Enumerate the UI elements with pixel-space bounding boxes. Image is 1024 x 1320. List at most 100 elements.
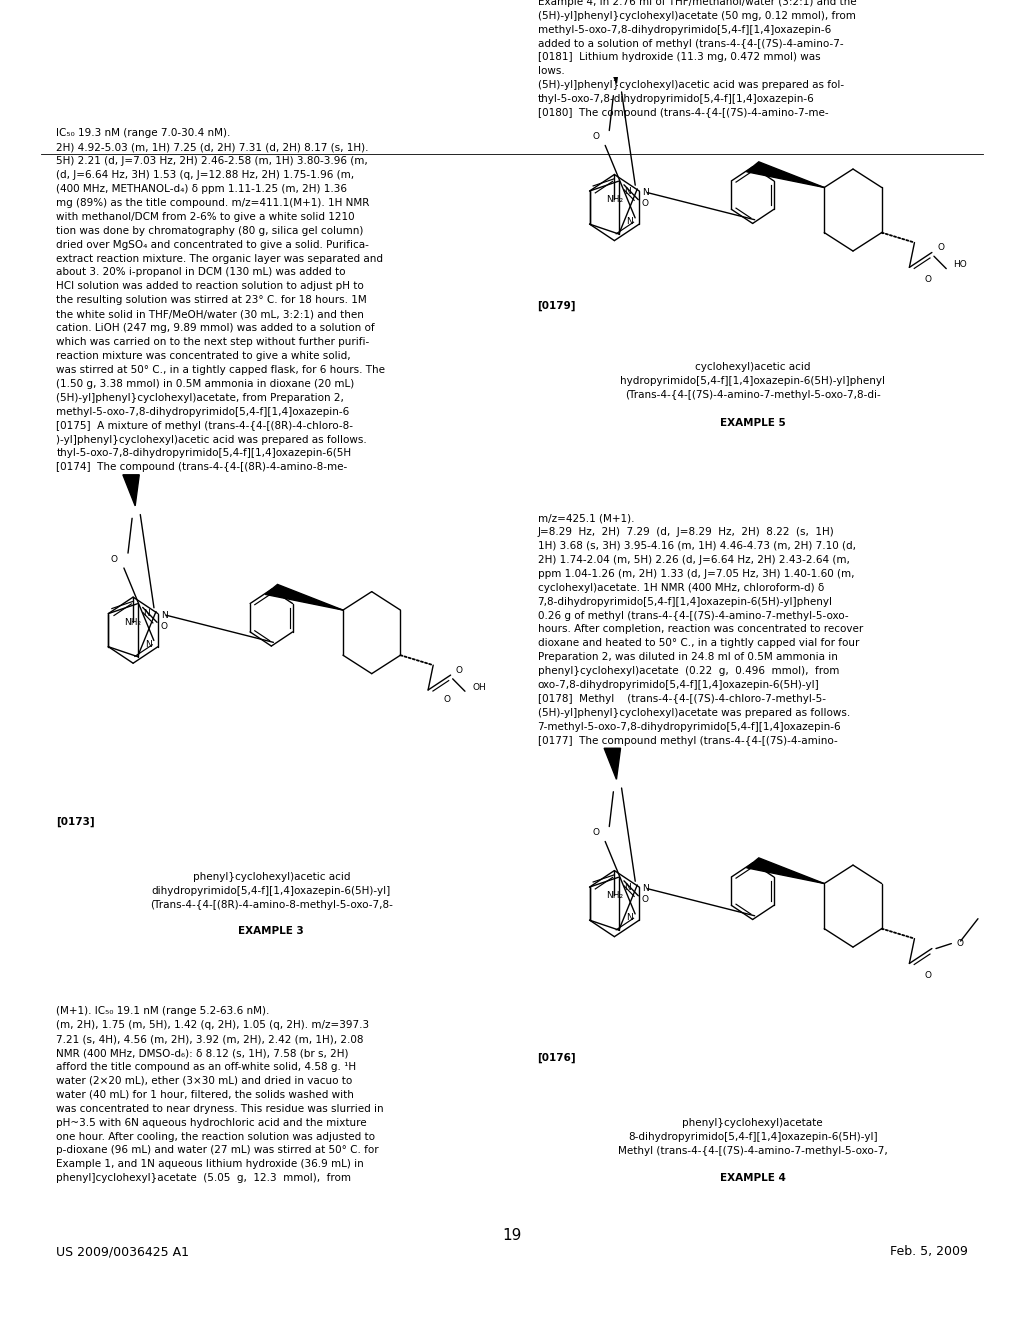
Text: cation. LiOH (247 mg, 9.89 mmol) was added to a solution of: cation. LiOH (247 mg, 9.89 mmol) was add…: [56, 323, 375, 333]
Text: [0173]: [0173]: [56, 817, 95, 826]
Text: N: N: [627, 913, 633, 923]
Text: cyclohexyl)acetic acid: cyclohexyl)acetic acid: [695, 363, 810, 372]
Text: m/z=425.1 (M+1).: m/z=425.1 (M+1).: [538, 513, 634, 523]
Text: added to a solution of methyl (trans-4-{4-[(7S)-4-amino-7-: added to a solution of methyl (trans-4-{…: [538, 38, 843, 49]
Text: (5H)-yl]phenyl}cyclohexyl)acetate, from Preparation 2,: (5H)-yl]phenyl}cyclohexyl)acetate, from …: [56, 393, 344, 403]
Text: 1H) 3.68 (s, 3H) 3.95-4.16 (m, 1H) 4.46-4.73 (m, 2H) 7.10 (d,: 1H) 3.68 (s, 3H) 3.95-4.16 (m, 1H) 4.46-…: [538, 541, 856, 550]
Polygon shape: [746, 858, 824, 883]
Text: one hour. After cooling, the reaction solution was adjusted to: one hour. After cooling, the reaction so…: [56, 1131, 376, 1142]
Text: lows.: lows.: [538, 66, 564, 77]
Text: Feb. 5, 2009: Feb. 5, 2009: [890, 1245, 968, 1258]
Text: N: N: [642, 884, 649, 894]
Text: (1.50 g, 3.38 mmol) in 0.5M ammonia in dioxane (20 mL): (1.50 g, 3.38 mmol) in 0.5M ammonia in d…: [56, 379, 354, 389]
Text: (Trans-4-{4-[(8R)-4-amino-8-methyl-5-oxo-7,8-: (Trans-4-{4-[(8R)-4-amino-8-methyl-5-oxo…: [150, 900, 393, 909]
Polygon shape: [746, 162, 824, 187]
Polygon shape: [604, 748, 621, 779]
Text: the resulting solution was stirred at 23° C. for 18 hours. 1M: the resulting solution was stirred at 23…: [56, 296, 367, 305]
Text: O: O: [642, 199, 649, 209]
Text: mg (89%) as the title compound. m/z=411.1(M+1). 1H NMR: mg (89%) as the title compound. m/z=411.…: [56, 198, 370, 207]
Text: [0174]  The compound (trans-4-{4-[(8R)-4-amino-8-me-: [0174] The compound (trans-4-{4-[(8R)-4-…: [56, 462, 347, 473]
Text: Methyl (trans-4-{4-[(7S)-4-amino-7-methyl-5-oxo-7,: Methyl (trans-4-{4-[(7S)-4-amino-7-methy…: [617, 1146, 888, 1156]
Text: [0175]  A mixture of methyl (trans-4-{4-[(8R)-4-chloro-8-: [0175] A mixture of methyl (trans-4-{4-[…: [56, 421, 353, 430]
Text: cyclohexyl)acetate. 1H NMR (400 MHz, chloroform-d) δ: cyclohexyl)acetate. 1H NMR (400 MHz, chl…: [538, 582, 824, 593]
Text: N: N: [145, 640, 152, 648]
Text: (Trans-4-{4-[(7S)-4-amino-7-methyl-5-oxo-7,8-di-: (Trans-4-{4-[(7S)-4-amino-7-methyl-5-oxo…: [625, 391, 881, 400]
Text: N: N: [143, 609, 150, 618]
Text: [0180]  The compound (trans-4-{4-[(7S)-4-amino-7-me-: [0180] The compound (trans-4-{4-[(7S)-4-…: [538, 108, 828, 117]
Text: NH₂: NH₂: [125, 618, 141, 627]
Text: [0181]  Lithium hydroxide (11.3 mg, 0.472 mmol) was: [0181] Lithium hydroxide (11.3 mg, 0.472…: [538, 53, 820, 62]
Text: N: N: [642, 189, 649, 197]
Polygon shape: [604, 53, 621, 83]
Text: ppm 1.04-1.26 (m, 2H) 1.33 (d, J=7.05 Hz, 3H) 1.40-1.60 (m,: ppm 1.04-1.26 (m, 2H) 1.33 (d, J=7.05 Hz…: [538, 569, 854, 578]
Text: IC₅₀ 19.3 nM (range 7.0-30.4 nM).: IC₅₀ 19.3 nM (range 7.0-30.4 nM).: [56, 128, 230, 139]
Text: dried over MgSO₄ and concentrated to give a solid. Purifica-: dried over MgSO₄ and concentrated to giv…: [56, 240, 370, 249]
Text: was concentrated to near dryness. This residue was slurried in: was concentrated to near dryness. This r…: [56, 1104, 384, 1114]
Text: J=8.29  Hz,  2H)  7.29  (d,  J=8.29  Hz,  2H)  8.22  (s,  1H): J=8.29 Hz, 2H) 7.29 (d, J=8.29 Hz, 2H) 8…: [538, 527, 835, 537]
Text: dihydropyrimido[5,4-f][1,4]oxazepin-6(5H)-yl]: dihydropyrimido[5,4-f][1,4]oxazepin-6(5H…: [152, 886, 391, 896]
Text: (m, 2H), 1.75 (m, 5H), 1.42 (q, 2H), 1.05 (q, 2H). m/z=397.3: (m, 2H), 1.75 (m, 5H), 1.42 (q, 2H), 1.0…: [56, 1020, 370, 1030]
Polygon shape: [265, 585, 343, 610]
Text: 7.21 (s, 4H), 4.56 (m, 2H), 3.92 (m, 2H), 2.42 (m, 1H), 2.08: 7.21 (s, 4H), 4.56 (m, 2H), 3.92 (m, 2H)…: [56, 1034, 364, 1044]
Text: O: O: [925, 972, 931, 979]
Text: the white solid in THF/MeOH/water (30 mL, 3:2:1) and then: the white solid in THF/MeOH/water (30 mL…: [56, 309, 365, 319]
Text: HCl solution was added to reaction solution to adjust pH to: HCl solution was added to reaction solut…: [56, 281, 365, 292]
Text: 2H) 1.74-2.04 (m, 5H) 2.26 (d, J=6.64 Hz, 2H) 2.43-2.64 (m,: 2H) 1.74-2.04 (m, 5H) 2.26 (d, J=6.64 Hz…: [538, 554, 850, 565]
Text: about 3. 20% i-propanol in DCM (130 mL) was added to: about 3. 20% i-propanol in DCM (130 mL) …: [56, 268, 346, 277]
Text: [0176]: [0176]: [538, 1053, 577, 1063]
Text: hours. After completion, reaction was concentrated to recover: hours. After completion, reaction was co…: [538, 624, 863, 635]
Text: EXAMPLE 5: EXAMPLE 5: [720, 417, 785, 428]
Text: extract reaction mixture. The organic layer was separated and: extract reaction mixture. The organic la…: [56, 253, 383, 264]
Text: N: N: [625, 883, 631, 891]
Text: O: O: [161, 622, 168, 631]
Text: (400 MHz, METHANOL-d₄) δ ppm 1.11-1.25 (m, 2H) 1.36: (400 MHz, METHANOL-d₄) δ ppm 1.11-1.25 (…: [56, 183, 347, 194]
Text: EXAMPLE 3: EXAMPLE 3: [239, 927, 304, 936]
Text: pH~3.5 with 6N aqueous hydrochloric acid and the mixture: pH~3.5 with 6N aqueous hydrochloric acid…: [56, 1118, 367, 1127]
Text: Example 1, and 1N aqueous lithium hydroxide (36.9 mL) in: Example 1, and 1N aqueous lithium hydrox…: [56, 1159, 365, 1170]
Text: hydropyrimido[5,4-f][1,4]oxazepin-6(5H)-yl]phenyl: hydropyrimido[5,4-f][1,4]oxazepin-6(5H)-…: [621, 376, 885, 387]
Text: phenyl]cyclohexyl}acetate  (5.05  g,  12.3  mmol),  from: phenyl]cyclohexyl}acetate (5.05 g, 12.3 …: [56, 1173, 351, 1183]
Text: 5H) 2.21 (d, J=7.03 Hz, 2H) 2.46-2.58 (m, 1H) 3.80-3.96 (m,: 5H) 2.21 (d, J=7.03 Hz, 2H) 2.46-2.58 (m…: [56, 156, 368, 166]
Text: [0179]: [0179]: [538, 301, 577, 312]
Text: (5H)-yl]phenyl}cyclohexyl)acetate was prepared as follows.: (5H)-yl]phenyl}cyclohexyl)acetate was pr…: [538, 708, 850, 718]
Text: oxo-7,8-dihydropyrimido[5,4-f][1,4]oxazepin-6(5H)-yl]: oxo-7,8-dihydropyrimido[5,4-f][1,4]oxaze…: [538, 680, 819, 690]
Text: HO: HO: [953, 260, 967, 269]
Text: O: O: [925, 275, 931, 284]
Text: NH₂: NH₂: [606, 891, 623, 900]
Text: O: O: [592, 828, 599, 837]
Text: (M+1). IC₅₀ 19.1 nM (range 5.2-63.6 nM).: (M+1). IC₅₀ 19.1 nM (range 5.2-63.6 nM).: [56, 1006, 269, 1016]
Text: N: N: [625, 186, 631, 195]
Text: 0.26 g of methyl (trans-4-{4-[(7S)-4-amino-7-methyl-5-oxo-: 0.26 g of methyl (trans-4-{4-[(7S)-4-ami…: [538, 611, 848, 620]
Text: N: N: [161, 611, 168, 620]
Text: O: O: [642, 895, 649, 904]
Text: O: O: [456, 665, 463, 675]
Text: [0177]  The compound methyl (trans-4-{4-[(7S)-4-amino-: [0177] The compound methyl (trans-4-{4-[…: [538, 735, 838, 746]
Text: methyl-5-oxo-7,8-dihydropyrimido[5,4-f][1,4]oxazepin-6: methyl-5-oxo-7,8-dihydropyrimido[5,4-f][…: [56, 407, 349, 417]
Text: )-yl]phenyl}cyclohexyl)acetic acid was prepared as follows.: )-yl]phenyl}cyclohexyl)acetic acid was p…: [56, 434, 367, 445]
Text: phenyl}cyclohexyl)acetic acid: phenyl}cyclohexyl)acetic acid: [193, 873, 350, 882]
Text: NH₂: NH₂: [606, 195, 623, 205]
Text: O: O: [111, 554, 118, 564]
Text: with methanol/DCM from 2-6% to give a white solid 1210: with methanol/DCM from 2-6% to give a wh…: [56, 211, 355, 222]
Text: afford the title compound as an off-white solid, 4.58 g. ¹H: afford the title compound as an off-whit…: [56, 1063, 356, 1072]
Text: p-dioxane (96 mL) and water (27 mL) was stirred at 50° C. for: p-dioxane (96 mL) and water (27 mL) was …: [56, 1146, 379, 1155]
Text: 8-dihydropyrimido[5,4-f][1,4]oxazepin-6(5H)-yl]: 8-dihydropyrimido[5,4-f][1,4]oxazepin-6(…: [628, 1133, 878, 1142]
Text: [0178]  Methyl    (trans-4-{4-[(7S)-4-chloro-7-methyl-5-: [0178] Methyl (trans-4-{4-[(7S)-4-chloro…: [538, 694, 825, 704]
Text: (5H)-yl]phenyl}cyclohexyl)acetic acid was prepared as fol-: (5H)-yl]phenyl}cyclohexyl)acetic acid wa…: [538, 81, 844, 90]
Text: water (2×20 mL), ether (3×30 mL) and dried in vacuo to: water (2×20 mL), ether (3×30 mL) and dri…: [56, 1076, 352, 1086]
Text: was stirred at 50° C., in a tightly capped flask, for 6 hours. The: was stirred at 50° C., in a tightly capp…: [56, 364, 385, 375]
Text: Example 4, in 2.76 ml of THF/methanol/water (3:2:1) and the: Example 4, in 2.76 ml of THF/methanol/wa…: [538, 0, 856, 7]
Text: EXAMPLE 4: EXAMPLE 4: [720, 1173, 785, 1183]
Text: (5H)-yl]phenyl}cyclohexyl)acetate (50 mg, 0.12 mmol), from: (5H)-yl]phenyl}cyclohexyl)acetate (50 mg…: [538, 11, 855, 21]
Text: OH: OH: [472, 682, 485, 692]
Text: 2H) 4.92-5.03 (m, 1H) 7.25 (d, 2H) 7.31 (d, 2H) 8.17 (s, 1H).: 2H) 4.92-5.03 (m, 1H) 7.25 (d, 2H) 7.31 …: [56, 143, 369, 152]
Text: O: O: [937, 243, 944, 252]
Text: thyl-5-oxo-7,8-dihydropyrimido[5,4-f][1,4]oxazepin-6: thyl-5-oxo-7,8-dihydropyrimido[5,4-f][1,…: [538, 94, 814, 104]
Text: 19: 19: [503, 1228, 521, 1243]
Text: methyl-5-oxo-7,8-dihydropyrimido[5,4-f][1,4]oxazepin-6: methyl-5-oxo-7,8-dihydropyrimido[5,4-f][…: [538, 25, 830, 34]
Text: reaction mixture was concentrated to give a white solid,: reaction mixture was concentrated to giv…: [56, 351, 351, 360]
Text: water (40 mL) for 1 hour, filtered, the solids washed with: water (40 mL) for 1 hour, filtered, the …: [56, 1090, 354, 1100]
Text: NMR (400 MHz, DMSO-d₆): δ 8.12 (s, 1H), 7.58 (br s, 2H): NMR (400 MHz, DMSO-d₆): δ 8.12 (s, 1H), …: [56, 1048, 349, 1059]
Text: 7-methyl-5-oxo-7,8-dihydropyrimido[5,4-f][1,4]oxazepin-6: 7-methyl-5-oxo-7,8-dihydropyrimido[5,4-f…: [538, 722, 842, 731]
Text: (d, J=6.64 Hz, 3H) 1.53 (q, J=12.88 Hz, 2H) 1.75-1.96 (m,: (d, J=6.64 Hz, 3H) 1.53 (q, J=12.88 Hz, …: [56, 170, 354, 180]
